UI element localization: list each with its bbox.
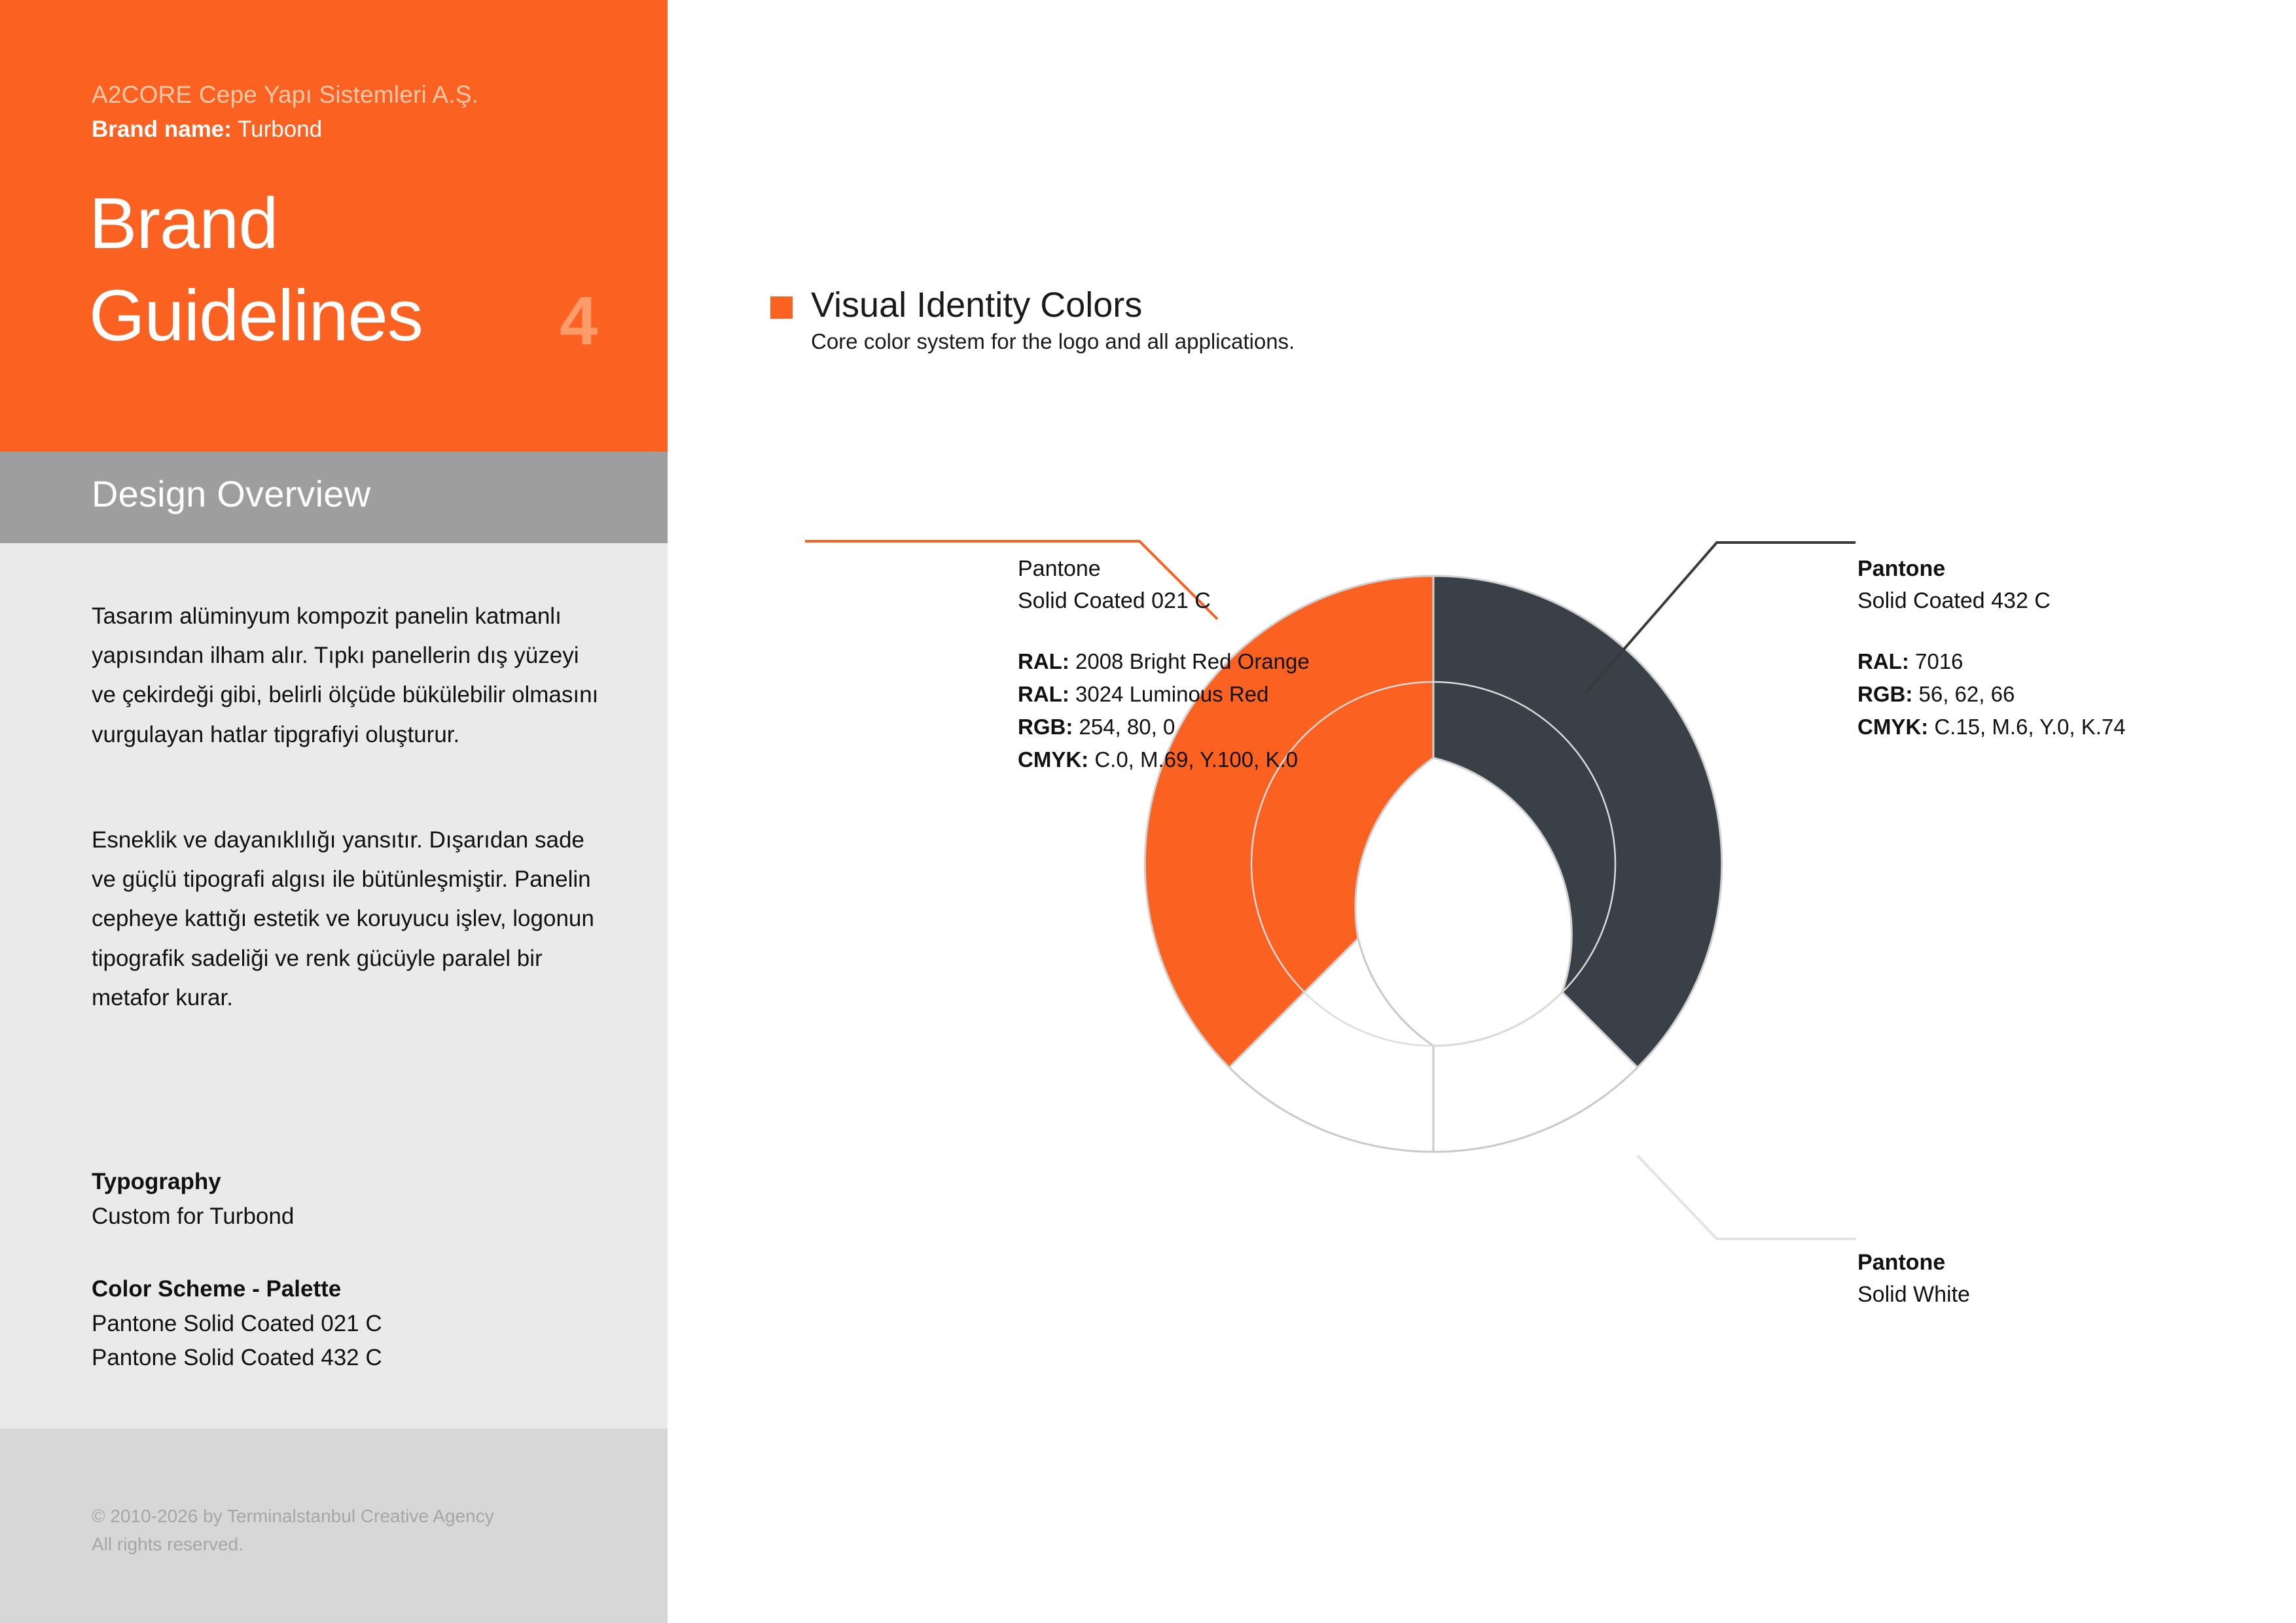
page-title: Brand Guidelines [89, 178, 423, 363]
brand-name-value: Turbond [238, 116, 323, 142]
donut-segment-orange [1143, 575, 1435, 1069]
typography-block: Typography Custom for Turbond [92, 1165, 615, 1234]
callout-432c-ral1-value: 7016 [1914, 649, 1964, 673]
brand-name-line: Brand name: Turbond [92, 116, 322, 143]
design-overview-band: Design Overview [0, 452, 668, 543]
company-name: A2CORE Cepe Yapı Sistemleri A.Ş. [92, 81, 479, 108]
section-subtitle: Core color system for the logo and all a… [811, 329, 1295, 353]
sidebar-footer-panel: © 2010-2026 by Terminalstanbul Creative … [0, 1429, 668, 1623]
page-title-line-1: Brand [89, 183, 279, 264]
leader-line-white [1636, 1154, 1856, 1240]
callout-pantone-solid-white: Pantone Solid White [1857, 1247, 1970, 1311]
leader-line-orange [805, 540, 1219, 620]
callout-021c-rgb-value: 254, 80, 0 [1079, 714, 1175, 739]
callout-021c-specs: RAL: 2008 Bright Red Orange RAL: 3024 Lu… [1018, 645, 1310, 777]
callout-pantone-432c: Pantone Solid Coated 432 C RAL: 7016 RGB… [1857, 553, 2126, 743]
callout-432c-ral1: RAL: 7016 [1857, 645, 2126, 678]
design-overview-title: Design Overview [92, 473, 371, 514]
square-bullet-icon [770, 296, 793, 319]
callout-white-name-line-1: Pantone [1857, 1250, 1946, 1275]
palette-block: Color Scheme - Palette Pantone Solid Coa… [92, 1272, 615, 1376]
callout-021c-ral2-value: 3024 Luminous Red [1075, 681, 1269, 706]
callout-021c-cmyk-label: CMYK: [1018, 747, 1089, 772]
section-title: Visual Identity Colors [811, 285, 1143, 325]
callout-021c-ral2: RAL: 3024 Luminous Red [1018, 678, 1310, 711]
callout-white-name-line-2: Solid White [1857, 1282, 1970, 1308]
color-donut-chart [805, 540, 1856, 1240]
page-title-line-2: Guidelines [89, 275, 423, 356]
callout-432c-specs: RAL: 7016 RGB: 56, 62, 66 CMYK: C.15, M.… [1857, 645, 2126, 743]
callout-021c-ral2-label: RAL: [1018, 681, 1069, 706]
sidebar: A2CORE Cepe Yapı Sistemleri A.Ş. Brand n… [0, 0, 668, 1623]
callout-432c-cmyk: CMYK: C.15, M.6, Y.0, K.74 [1857, 711, 2126, 743]
main-content: Visual Identity Colors Core color system… [668, 0, 2296, 1623]
sidebar-body-panel: Tasarım alüminyum kompozit panelin katma… [0, 543, 668, 1429]
copyright-text: © 2010-2026 by Terminalstanbul Creative … [92, 1502, 494, 1559]
donut-segment-white [1227, 936, 1435, 1153]
typography-value: Custom for Turbond [92, 1203, 295, 1229]
copyright-line-2: All rights reserved. [92, 1534, 243, 1555]
callout-432c-name-line-2: Solid Coated 432 C [1857, 588, 2051, 614]
callout-021c-name-line-2: Solid Coated 021 C [1018, 588, 1211, 614]
palette-line-1: Pantone Solid Coated 021 C [92, 1310, 382, 1336]
callout-432c-ral1-label: RAL: [1857, 649, 1909, 673]
typography-title: Typography [92, 1169, 221, 1194]
donut-inner-hole [1250, 681, 1617, 1047]
callout-021c-ral1-label: RAL: [1018, 649, 1069, 673]
leader-line-dark [1584, 541, 1856, 695]
palette-title: Color Scheme - Palette [92, 1276, 342, 1302]
page-number: 4 [560, 283, 598, 359]
callout-021c-cmyk: CMYK: C.0, M.69, Y.100, K.0 [1018, 743, 1310, 776]
donut-segment-dark [1432, 575, 1723, 1069]
callout-021c-cmyk-value: C.0, M.69, Y.100, K.0 [1094, 747, 1298, 772]
callout-432c-rgb-value: 56, 62, 66 [1918, 681, 2015, 706]
callout-021c-ral1-value: 2008 Bright Red Orange [1075, 649, 1310, 673]
callout-432c-cmyk-label: CMYK: [1857, 714, 1929, 739]
callout-432c-name-line-1: Pantone [1857, 556, 1946, 581]
overview-paragraph-2: Esneklik ve dayanıklılığı yansıtır. Dışa… [92, 827, 594, 1010]
brand-name-label: Brand name: [92, 116, 232, 142]
callout-432c-rgb: RGB: 56, 62, 66 [1857, 678, 2126, 711]
callout-021c-name-line-1: Pantone [1018, 556, 1101, 581]
callout-432c-cmyk-value: C.15, M.6, Y.0, K.74 [1934, 714, 2126, 739]
callout-021c-rgb-label: RGB: [1018, 714, 1073, 739]
callout-021c-rgb: RGB: 254, 80, 0 [1018, 711, 1310, 743]
palette-line-2: Pantone Solid Coated 432 C [92, 1345, 382, 1370]
sidebar-hero-panel: A2CORE Cepe Yapı Sistemleri A.Ş. Brand n… [0, 0, 668, 452]
callout-pantone-021c: Pantone Solid Coated 021 C RAL: 2008 Bri… [1018, 553, 1310, 776]
callout-432c-rgb-label: RGB: [1857, 681, 1913, 706]
callout-021c-ral1: RAL: 2008 Bright Red Orange [1018, 645, 1310, 678]
copyright-line-1: © 2010-2026 by Terminalstanbul Creative … [92, 1506, 494, 1526]
overview-paragraph-1: Tasarım alüminyum kompozit panelin katma… [92, 603, 599, 747]
